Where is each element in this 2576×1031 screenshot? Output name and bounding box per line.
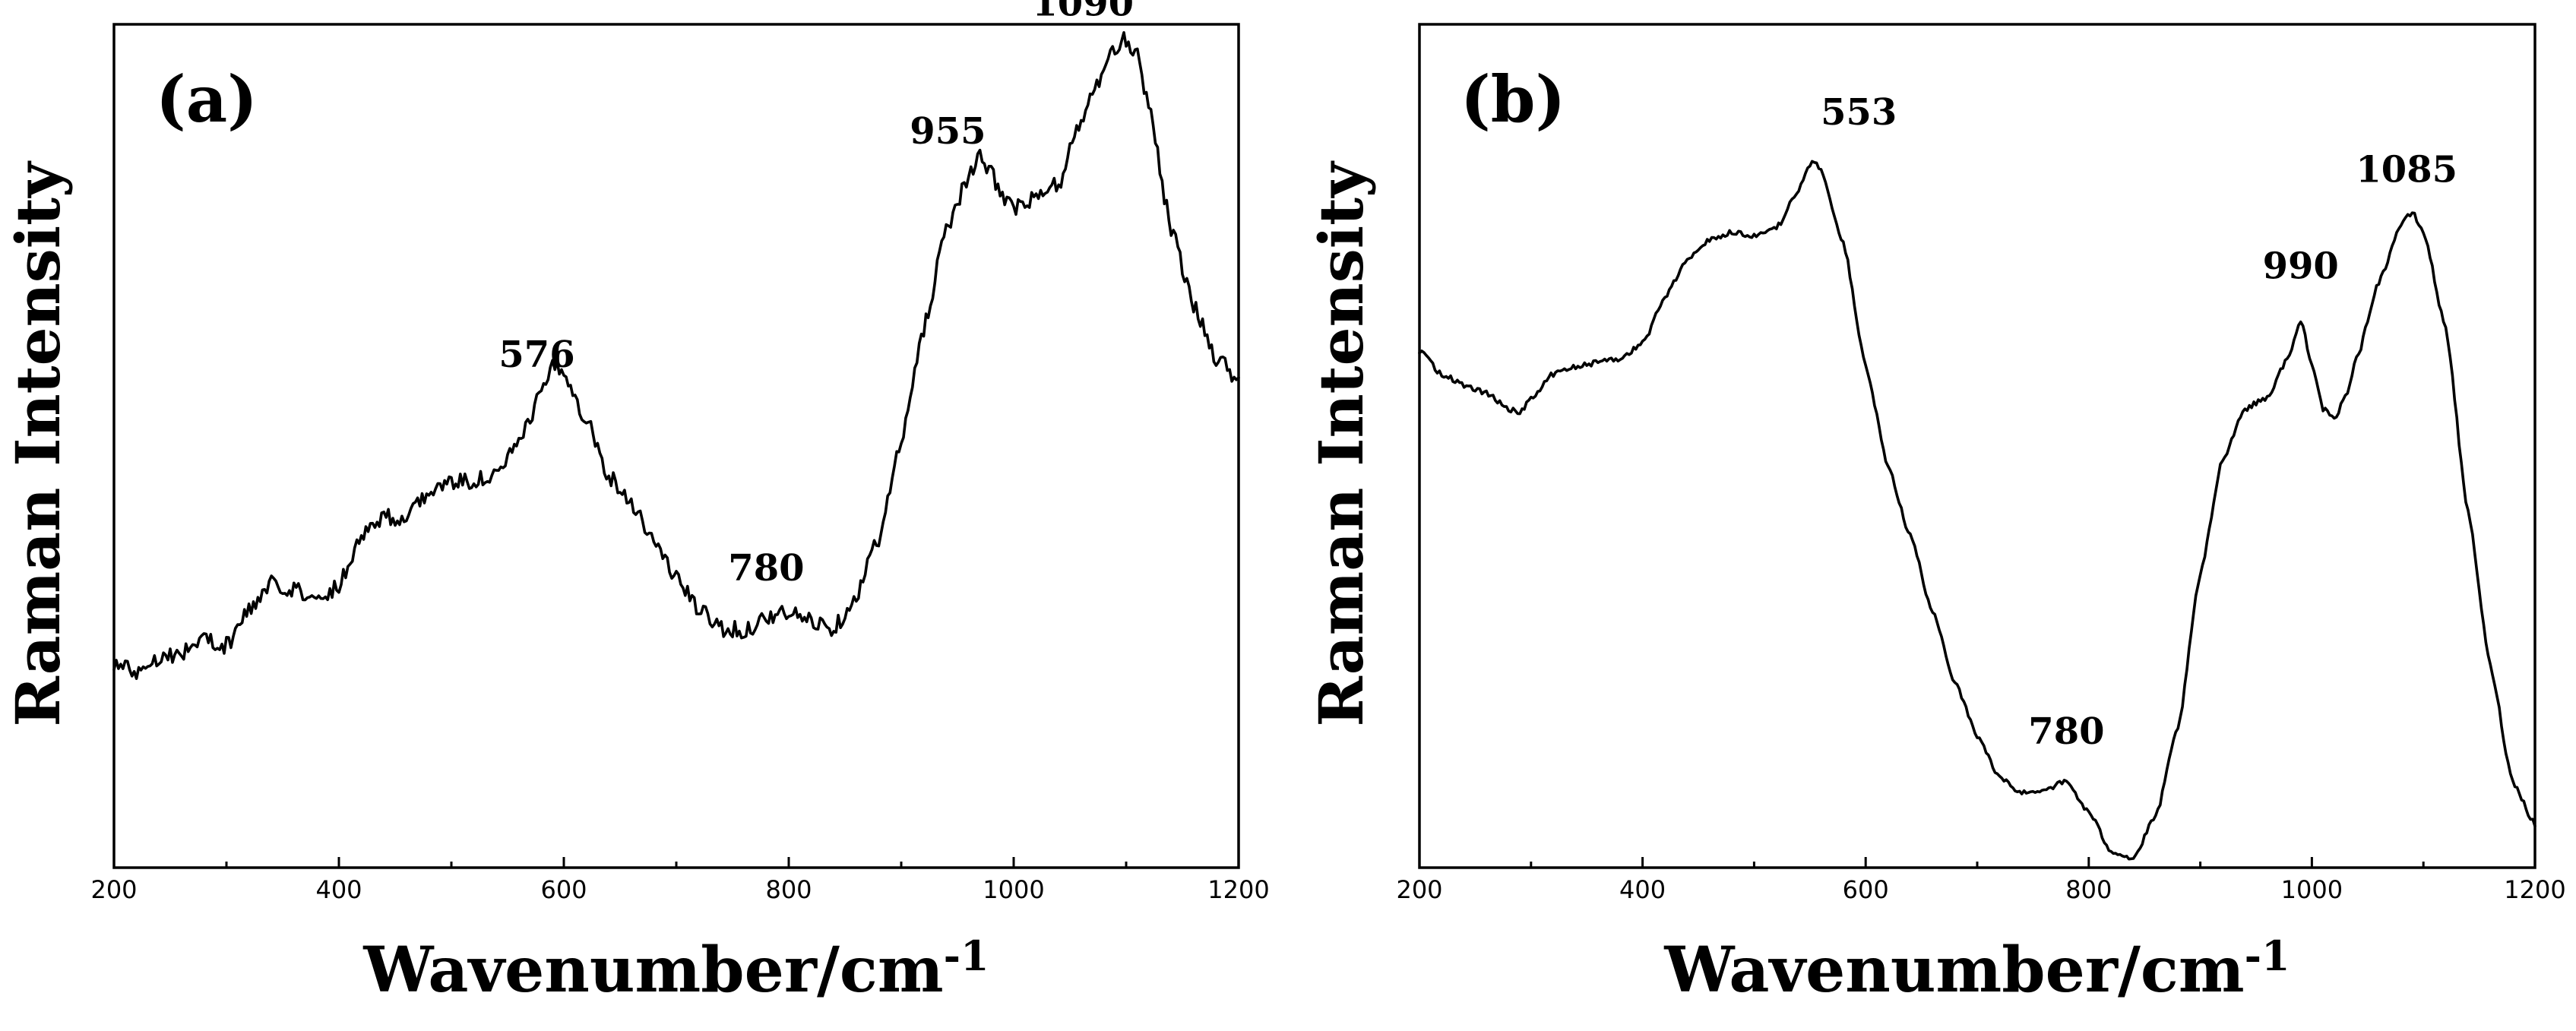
- peak-label-1085: 1085: [2356, 149, 2457, 191]
- x-tick-label-a-400: 400: [315, 875, 362, 904]
- chart-panel-b: 200 400 600 800 1000 1200 (b) 553 780 990 108…: [1305, 23, 2566, 1007]
- peak-label-576: 576: [498, 334, 574, 376]
- x-axis-label-a: Wavenumber/cm-1: [362, 931, 989, 1007]
- x-tick-label-b-600: 600: [1843, 875, 1889, 904]
- peak-label-990: 990: [2263, 245, 2339, 288]
- spectrum-line-b: [1418, 160, 2536, 861]
- y-axis-label-b: Raman Intensity: [1305, 160, 1377, 727]
- chart-panel-a: 200 400 600 800 1000 1200 (a) 576 780 955 109…: [2, 0, 1270, 1007]
- x-ticks-b: [1418, 857, 2536, 868]
- peak-label-553: 553: [1821, 91, 1897, 134]
- spectrum-line-a: [112, 31, 1240, 680]
- x-tick-label-b-800: 800: [2065, 875, 2112, 904]
- peak-label-780-a: 780: [728, 547, 804, 590]
- x-tick-label-a-600: 600: [540, 875, 587, 904]
- x-tick-labels-b: 200 400 600 800 1000 1200: [1396, 875, 2565, 904]
- x-axis-label-b-sup: -1: [2245, 931, 2290, 980]
- peak-label-1090: 1090: [1032, 0, 1134, 24]
- y-axis-label-a: Raman Intensity: [2, 160, 74, 727]
- x-tick-label-b-200: 200: [1396, 875, 1442, 904]
- x-tick-label-a-1200: 1200: [1207, 875, 1269, 904]
- x-axis-label-b: Wavenumber/cm-1: [1663, 931, 2290, 1007]
- x-axis-label-a-text: Wavenumber/cm: [362, 934, 943, 1007]
- peak-label-780-b: 780: [2028, 710, 2104, 753]
- x-ticks-a: [112, 857, 1240, 868]
- x-tick-label-b-1200: 1200: [2504, 875, 2565, 904]
- x-axis-label-a-sup: -1: [944, 931, 989, 980]
- peak-label-955: 955: [910, 110, 986, 153]
- x-tick-label-b-1000: 1000: [2281, 875, 2343, 904]
- x-tick-label-b-400: 400: [1619, 875, 1666, 904]
- x-axis-label-b-text: Wavenumber/cm: [1663, 934, 2244, 1007]
- x-tick-labels-a: 200 400 600 800 1000 1200: [90, 875, 1269, 904]
- panel-label-b: (b): [1460, 62, 1565, 137]
- x-tick-label-a-1000: 1000: [983, 875, 1044, 904]
- x-tick-label-a-800: 800: [765, 875, 812, 904]
- x-tick-label-a-200: 200: [90, 875, 137, 904]
- panel-label-a: (a): [156, 62, 258, 137]
